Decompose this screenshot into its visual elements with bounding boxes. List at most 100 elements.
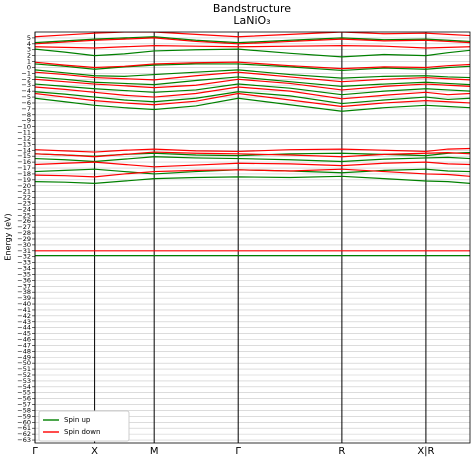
y-tick-label: −50	[17, 359, 31, 367]
y-tick-label: −63	[17, 436, 31, 444]
y-tick-label: −56	[17, 395, 31, 403]
y-tick-label: −6	[21, 99, 31, 107]
y-tick-label: 1	[27, 58, 31, 66]
legend-label: Spin up	[64, 416, 91, 424]
y-tick-label: 4	[27, 40, 31, 48]
y-tick-label: −3	[21, 81, 31, 89]
y-tick-label: −12	[17, 134, 31, 142]
y-tick-label: −45	[17, 330, 31, 338]
band-line	[35, 36, 470, 44]
band-line	[35, 156, 470, 163]
y-tick-label: −55	[17, 389, 31, 397]
y-tick-label: −62	[17, 430, 31, 438]
y-tick-label: −25	[17, 211, 31, 219]
y-tick-label: −43	[17, 318, 31, 326]
y-tick-label: −22	[17, 194, 31, 202]
band-line	[35, 32, 470, 38]
legend: Spin up Spin down	[38, 410, 130, 442]
y-tick-label: −61	[17, 424, 31, 432]
y-tick-label: 2	[27, 52, 31, 60]
y-tick-label: 3	[27, 46, 31, 54]
y-tick-label: −40	[17, 300, 31, 308]
y-tick-label: −26	[17, 217, 31, 225]
band-line	[35, 63, 470, 72]
y-tick-label: −46	[17, 336, 31, 344]
y-tick-label: −13	[17, 140, 31, 148]
y-tick-label: −41	[17, 306, 31, 314]
y-tick-label: −19	[17, 176, 31, 184]
y-tick-label: −1	[21, 69, 31, 77]
y-tick-label: −30	[17, 241, 31, 249]
y-tick-label: −53	[17, 377, 31, 385]
y-tick-label: −57	[17, 401, 31, 409]
legend-box	[38, 410, 130, 442]
y-tick-label: −20	[17, 182, 31, 190]
y-tick-label: −35	[17, 270, 31, 278]
y-tick-label: −17	[17, 164, 31, 172]
y-tick-label: −49	[17, 353, 31, 361]
y-tick-label: −21	[17, 188, 31, 196]
y-tick-label: −60	[17, 418, 31, 426]
y-tick-label: −14	[17, 146, 31, 154]
band-line	[35, 86, 470, 100]
y-tick-label: −47	[17, 341, 31, 349]
y-tick-label: −18	[17, 170, 31, 178]
x-tick-label: X	[91, 446, 98, 457]
x-tick-label: Γ	[32, 446, 38, 457]
y-tick-label: −9	[21, 117, 31, 125]
y-tick-label: −8	[21, 111, 31, 119]
band-line	[35, 37, 470, 45]
band-line	[35, 76, 470, 88]
y-tick-label: −27	[17, 223, 31, 231]
y-tick-label: −52	[17, 371, 31, 379]
x-tick-label: R	[338, 446, 345, 457]
y-tick-label: −15	[17, 152, 31, 160]
y-tick-label: −38	[17, 288, 31, 296]
y-tick-label: −32	[17, 253, 31, 261]
y-tick-label: −23	[17, 199, 31, 207]
band-line	[35, 44, 470, 49]
band-line	[35, 161, 470, 168]
y-tick-label: 5	[27, 34, 31, 42]
plot-frame	[34, 31, 471, 444]
y-tick-label: −10	[17, 123, 31, 131]
band-line	[35, 175, 470, 184]
band-line	[35, 168, 470, 178]
band-line	[35, 48, 470, 58]
y-tick-label: −28	[17, 229, 31, 237]
y-tick-label: −51	[17, 365, 31, 373]
y-tick-label: −16	[17, 158, 31, 166]
y-tick-label: −2	[21, 75, 31, 83]
y-tick-label: −5	[21, 93, 31, 101]
y-tick-label: −11	[17, 129, 31, 137]
y-tick-label: −39	[17, 294, 31, 302]
y-tick-label: −59	[17, 412, 31, 420]
y-tick-label: −37	[17, 282, 31, 290]
y-tick-label: −54	[17, 383, 31, 391]
legend-label: Spin down	[64, 428, 100, 436]
y-tick-label: −29	[17, 235, 31, 243]
band-line	[35, 69, 470, 79]
x-tick-label: X|R	[417, 446, 434, 457]
band-line	[35, 61, 470, 70]
x-tick-label: M	[150, 446, 159, 457]
y-tick-label: −34	[17, 265, 31, 273]
y-tick-label: −7	[21, 105, 31, 113]
y-axis-label: Energy (eV)	[4, 213, 13, 260]
y-tick-label: −4	[21, 87, 31, 95]
band-line	[35, 147, 470, 153]
y-tick-label: −31	[17, 247, 31, 255]
band-line	[35, 78, 470, 91]
band-line	[35, 92, 470, 108]
y-tick-label: −44	[17, 324, 31, 332]
y-tick-label: −24	[17, 205, 31, 213]
y-tick-label: −42	[17, 312, 31, 320]
band-line	[35, 83, 470, 96]
band-line	[35, 71, 470, 83]
chart-subtitle: LaNiO₃	[233, 14, 270, 27]
chart-title: Bandstructure	[213, 2, 291, 15]
y-tick-label: −58	[17, 406, 31, 414]
y-tick-label: −48	[17, 347, 31, 355]
y-tick-label: 0	[27, 63, 31, 71]
y-tick-label: −36	[17, 276, 31, 284]
